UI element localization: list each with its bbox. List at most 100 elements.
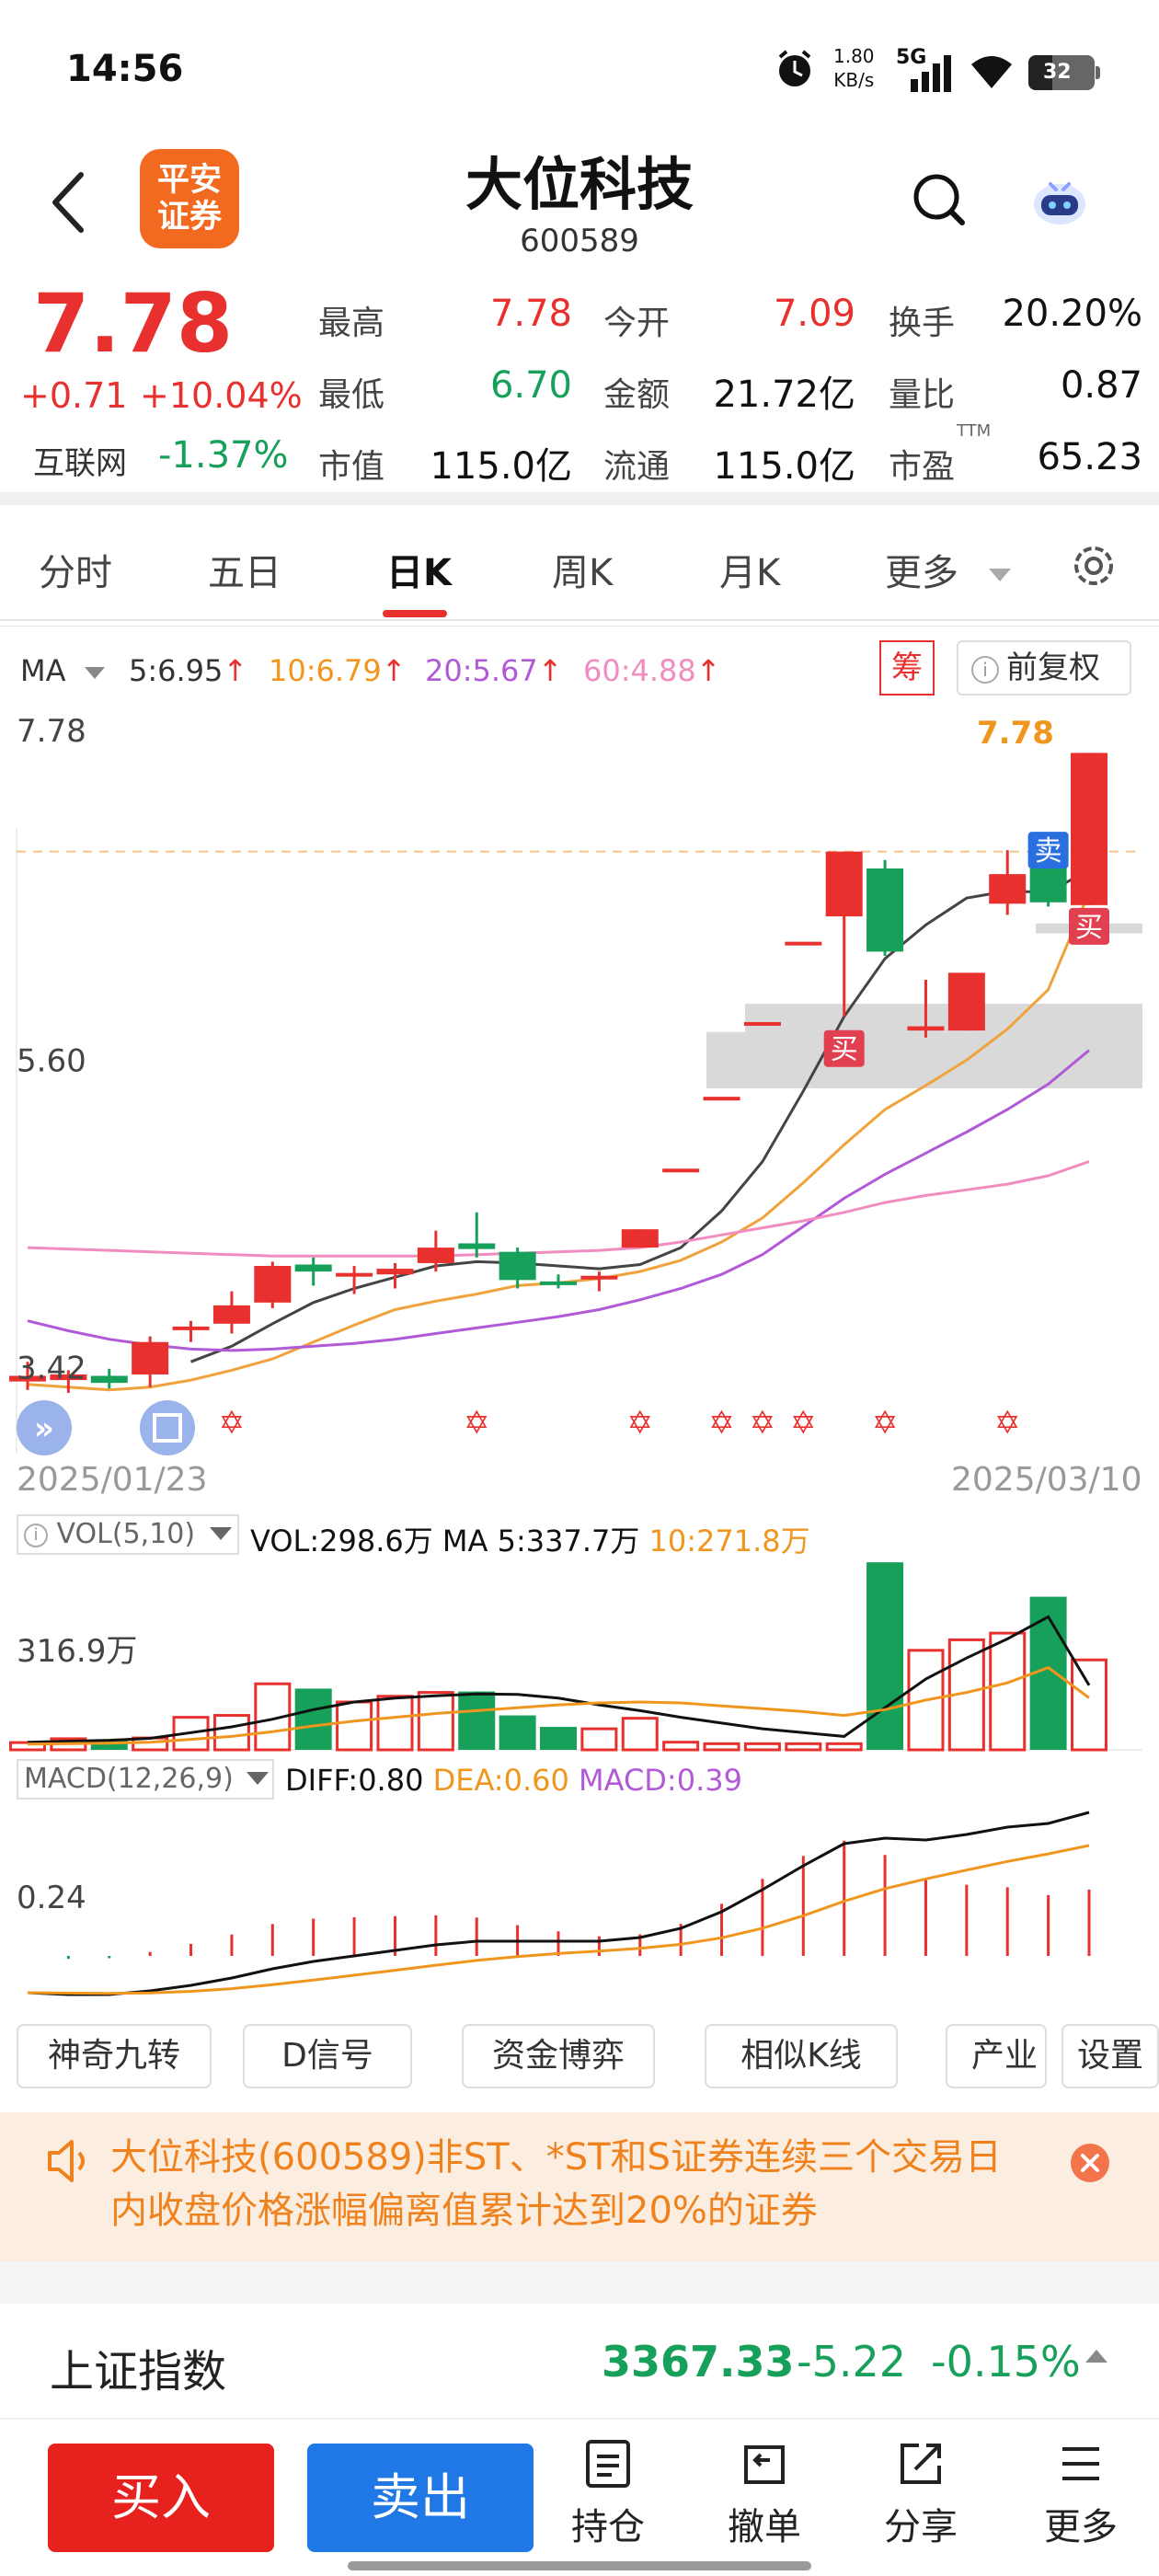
volume-bar	[1073, 1660, 1107, 1750]
chip-d-signal[interactable]: D信号	[243, 2024, 412, 2088]
holdings-icon	[582, 2438, 634, 2490]
index-value: 3367.33	[602, 2337, 795, 2386]
sell-marker: 卖	[1035, 835, 1062, 868]
signal-star-icon: ✡	[790, 1405, 817, 1442]
candle-body	[336, 1273, 373, 1277]
battery-icon: 32	[1028, 55, 1095, 90]
signal-star-icon: ✡	[219, 1405, 246, 1442]
turnover-value: 20.20%	[975, 293, 1142, 335]
sector-label[interactable]: 互联网	[33, 438, 127, 483]
index-change-pct: -0.15%	[931, 2337, 1081, 2386]
chart-settings-button[interactable]	[1069, 541, 1119, 591]
tab-more[interactable]: 更多	[885, 543, 1011, 596]
price-axis-top: 7.78	[17, 713, 86, 750]
macd-axis-label: 0.24	[17, 1880, 86, 1916]
vol-values: VOL:298.6万 MA 5:337.7万 10:271.8万	[250, 1518, 810, 1560]
price-change: +0.71	[20, 375, 127, 416]
tab-weekly-k[interactable]: 周K	[552, 543, 613, 596]
volume-bar	[540, 1727, 577, 1750]
sell-button[interactable]: 卖出	[307, 2444, 534, 2552]
stock-code: 600589	[405, 223, 754, 259]
volume-bar	[338, 1702, 372, 1750]
search-button[interactable]	[911, 171, 970, 230]
candle-body	[458, 1243, 495, 1248]
date-end: 2025/03/10	[951, 1461, 1142, 1499]
candle-body	[785, 942, 821, 946]
fullscreen-icon	[140, 1400, 195, 1455]
search-icon	[911, 171, 970, 230]
volume-bar	[295, 1688, 332, 1750]
tab-daily-k[interactable]: 日K	[386, 543, 452, 596]
broker-logo: 平安 证券	[140, 149, 239, 248]
price-axis-mid: 5.60	[17, 1042, 86, 1079]
cancel-order-button[interactable]: 撤单	[714, 2438, 815, 2550]
buy-marker: 买	[831, 1034, 858, 1066]
active-tab-indicator	[383, 610, 447, 617]
holdings-button[interactable]: 持仓	[557, 2438, 659, 2550]
signal-star-icon: ✡	[994, 1405, 1021, 1442]
candle-body	[91, 1375, 128, 1383]
buy-button[interactable]: 买入	[48, 2444, 274, 2552]
macd-dea-line	[28, 1846, 1089, 1994]
close-icon	[1071, 2144, 1109, 2182]
pe-value: 65.23	[975, 436, 1142, 478]
vol-ratio-label: 量比	[889, 368, 955, 416]
open-label: 今开	[603, 296, 670, 344]
low-value: 6.70	[423, 364, 572, 407]
robot-assistant-icon	[1030, 171, 1089, 230]
candle-body	[213, 1305, 250, 1324]
candle-body	[948, 972, 985, 1030]
assistant-button[interactable]	[1030, 171, 1089, 230]
speaker-icon	[44, 2138, 96, 2184]
volume-bar	[458, 1692, 495, 1750]
vol-indicator-selector[interactable]: i VOL(5,10)	[17, 1514, 239, 1555]
candle-body	[826, 852, 863, 916]
candle-body	[499, 1252, 536, 1281]
info-icon: i	[24, 1524, 48, 1547]
chip-nine-turn[interactable]: 神奇九转	[17, 2024, 212, 2088]
candle-body	[254, 1266, 291, 1303]
expand-up-icon[interactable]	[1085, 2350, 1107, 2363]
buy-marker: 买	[1075, 912, 1103, 944]
amount-label: 金额	[603, 368, 670, 416]
candle-body	[376, 1269, 413, 1274]
macd-indicator-selector[interactable]: MACD(12,26,9)	[17, 1759, 274, 1800]
volume-bar	[664, 1742, 698, 1750]
tab-five-day[interactable]: 五日	[208, 543, 281, 596]
float-value: 115.0亿	[681, 436, 855, 489]
signal-star-icon: ✡	[872, 1405, 899, 1442]
turnover-label: 换手	[889, 296, 955, 344]
network-speed: 1.80 KB/s	[833, 44, 875, 92]
pe-label: 市盈	[889, 440, 955, 488]
signal-star-icon: ✡	[708, 1405, 735, 1442]
chip-fund-game[interactable]: 资金博弈	[462, 2024, 655, 2088]
more-button[interactable]: 更多	[1030, 2438, 1131, 2550]
candle-body	[1071, 753, 1107, 904]
candle-body	[173, 1327, 210, 1330]
price-axis-bottom: 3.42	[17, 1350, 86, 1386]
chip-settings[interactable]: 设置	[1061, 2024, 1159, 2088]
sector-change: -1.37%	[158, 434, 289, 477]
status-time: 14:56	[66, 48, 183, 90]
signal-star-icon: ✡	[464, 1405, 490, 1442]
chip-similar-kline[interactable]: 相似K线	[705, 2024, 898, 2088]
tab-fenshi[interactable]: 分时	[39, 543, 112, 596]
chip-industry[interactable]: 产业	[946, 2024, 1047, 2088]
candle-body	[744, 1022, 781, 1026]
last-price: 7.78	[33, 276, 233, 371]
volume-bar	[419, 1693, 453, 1750]
signal-star-icon: ✡	[750, 1405, 776, 1442]
candle-body	[907, 1027, 944, 1031]
tab-monthly-k[interactable]: 月K	[719, 543, 780, 596]
close-notice-button[interactable]	[1071, 2144, 1109, 2182]
cancel-order-icon	[739, 2438, 790, 2490]
candle-body	[580, 1276, 617, 1280]
share-button[interactable]: 分享	[870, 2438, 971, 2550]
volume-bar	[378, 1696, 412, 1750]
back-button[interactable]	[46, 166, 101, 239]
candle-body	[662, 1168, 699, 1172]
chevron-left-icon	[46, 166, 92, 239]
volume-bar	[499, 1716, 536, 1750]
dropdown-arrow-icon	[210, 1527, 232, 1542]
ma5-line	[191, 870, 1090, 1363]
